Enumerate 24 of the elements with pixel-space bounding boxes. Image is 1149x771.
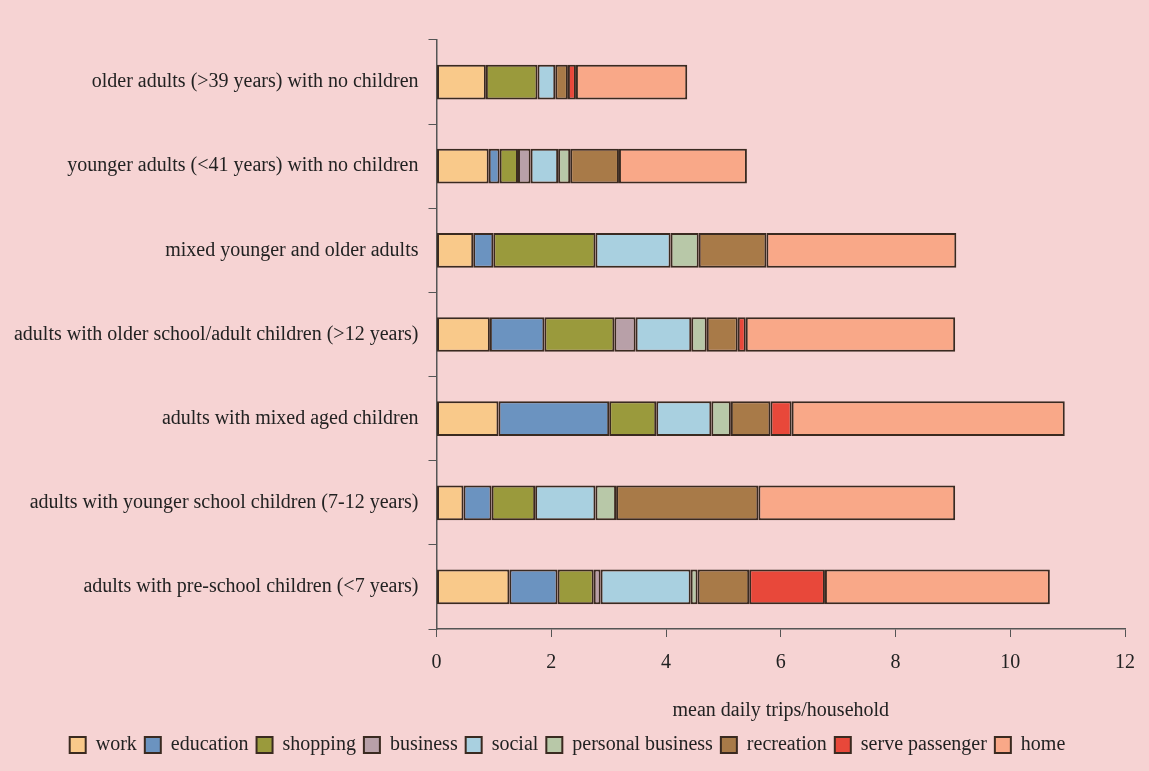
x-tick-label: 4 [661,650,672,673]
legend-label: recreation [746,732,827,755]
legend-label: shopping [282,732,356,756]
x-axis-title: mean daily trips/household [672,698,890,722]
x-tick-label: 6 [775,650,786,673]
legend-label: serve passenger [860,732,988,756]
x-tick-label: 10 [1000,650,1021,673]
y-tick-label: older adults (>39 years) with no children [91,69,419,93]
y-tick-label: adults with pre-school children (<7 years) [83,574,419,598]
x-tick-label: 8 [890,650,901,673]
legend-label: business [389,732,458,755]
y-tick-label: adults with younger school children (7-12 years) [29,490,419,514]
legend-label: social [491,732,539,755]
legend-label: home [1020,732,1066,755]
x-tick-label: 12 [1115,650,1135,673]
y-tick-label: adults with older school/adult children (>12 years) [14,321,419,345]
legend-label: work [95,732,137,755]
legend-label: personal business [572,732,714,756]
x-tick-label: 2 [546,650,557,673]
legend-label: education [170,732,249,755]
y-tick-label: mixed younger and older adults [165,237,419,261]
x-tick-label: 0 [431,650,442,673]
y-tick-label: adults with mixed aged children [161,405,419,429]
y-tick-label: younger adults (<41 years) with no children [67,153,419,177]
